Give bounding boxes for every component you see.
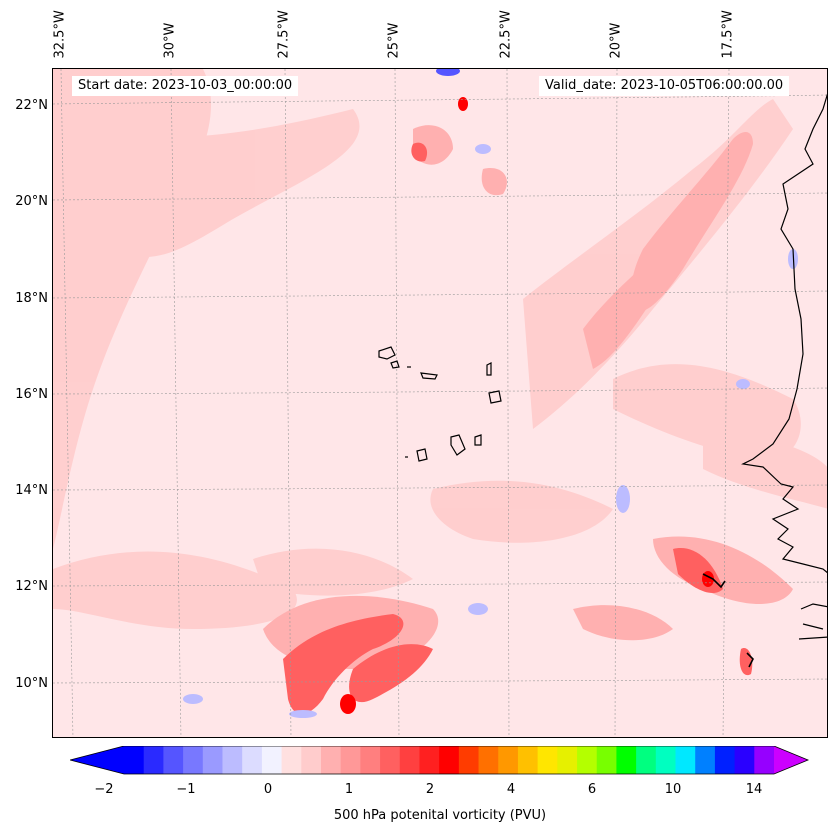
colorbar-tick: −1 bbox=[176, 782, 196, 797]
colorbar-tick: 1 bbox=[344, 782, 354, 797]
colorbar-segment bbox=[636, 746, 657, 774]
colorbar-segment bbox=[517, 746, 539, 774]
colorbar-segment bbox=[301, 746, 322, 774]
lat-label-20n: 20°N bbox=[15, 194, 48, 209]
colorbar-segment bbox=[202, 746, 223, 774]
colorbar-segment bbox=[675, 746, 696, 774]
colorbar-segment bbox=[478, 746, 499, 774]
colorbar-segment bbox=[183, 746, 204, 774]
start-date-label: Start date: 2023-10-03_00:00:00 bbox=[72, 76, 299, 96]
lon-label-22-5w: 22.5°W bbox=[498, 10, 514, 59]
colorbar-segment bbox=[380, 746, 401, 774]
colorbar-segment bbox=[458, 746, 480, 774]
pv-map bbox=[52, 68, 828, 738]
colorbar bbox=[70, 746, 810, 775]
colorbar-segment bbox=[695, 746, 716, 774]
lon-label-17-5w: 17.5°W bbox=[720, 10, 736, 59]
colorbar-segment bbox=[261, 746, 283, 774]
lon-label-27-5w: 27.5°W bbox=[276, 10, 292, 59]
lat-label-14n: 14°N bbox=[15, 483, 48, 498]
lon-label-20w: 20°W bbox=[608, 22, 624, 59]
colorbar-segment bbox=[399, 746, 420, 774]
lat-label-10n: 10°N bbox=[15, 676, 48, 691]
colorbar-tick: 2 bbox=[425, 782, 435, 797]
colorbar-segment bbox=[498, 746, 519, 774]
pv-field bbox=[53, 69, 827, 737]
lon-label-25w: 25°W bbox=[386, 22, 402, 59]
colorbar-segment bbox=[577, 746, 598, 774]
colorbar-tick: 6 bbox=[587, 782, 597, 797]
colorbar-segment bbox=[655, 746, 677, 774]
colorbar-segment bbox=[222, 746, 243, 774]
pv-contours-strong bbox=[283, 142, 753, 714]
lat-label-22n: 22°N bbox=[15, 98, 48, 113]
lat-label-12n: 12°N bbox=[15, 579, 48, 594]
lon-label-30w: 30°W bbox=[162, 22, 178, 59]
colorbar-segment bbox=[714, 746, 736, 774]
lon-label-32-5w: 32.5°W bbox=[52, 10, 68, 59]
valid-date-label: Valid_date: 2023-10-05T06:00:00.00 bbox=[539, 76, 790, 96]
colorbar-outline bbox=[70, 746, 810, 775]
colorbar-segment bbox=[320, 746, 342, 774]
colorbar-segment bbox=[163, 746, 184, 774]
colorbar-label: 500 hPa potenital vorticity (PVU) bbox=[333, 808, 547, 823]
colorbar-tick: 14 bbox=[745, 782, 763, 797]
colorbar-tick: 4 bbox=[506, 782, 516, 797]
colorbar-segment bbox=[734, 746, 755, 774]
lat-label-18n: 18°N bbox=[15, 291, 48, 306]
colorbar-tick: 0 bbox=[263, 782, 273, 797]
colorbar-tick: −2 bbox=[94, 782, 114, 797]
colorbar-segment bbox=[143, 746, 164, 774]
colorbar-segment bbox=[340, 746, 361, 774]
colorbar-segment bbox=[360, 746, 381, 774]
pv-contours-negative bbox=[183, 69, 798, 718]
colorbar-segment bbox=[281, 746, 302, 774]
colorbar-segment bbox=[754, 746, 775, 774]
colorbar-segment bbox=[439, 746, 460, 774]
colorbar-segment bbox=[537, 746, 558, 774]
colorbar-segment bbox=[616, 746, 637, 774]
colorbar-segment bbox=[419, 746, 440, 774]
coast-gambia bbox=[798, 603, 827, 640]
coast-bijagos bbox=[702, 573, 754, 668]
colorbar-max-extend bbox=[774, 746, 808, 774]
colorbar-segment bbox=[596, 746, 617, 774]
colorbar-tick: 10 bbox=[664, 782, 682, 797]
lat-label-16n: 16°N bbox=[15, 387, 48, 402]
cape-verde-islands bbox=[378, 346, 502, 462]
african-coastline bbox=[741, 93, 827, 574]
colorbar-min-extend bbox=[70, 746, 124, 774]
colorbar-segment bbox=[242, 746, 263, 774]
colorbar-segment bbox=[557, 746, 578, 774]
colorbar-segment bbox=[124, 746, 145, 774]
